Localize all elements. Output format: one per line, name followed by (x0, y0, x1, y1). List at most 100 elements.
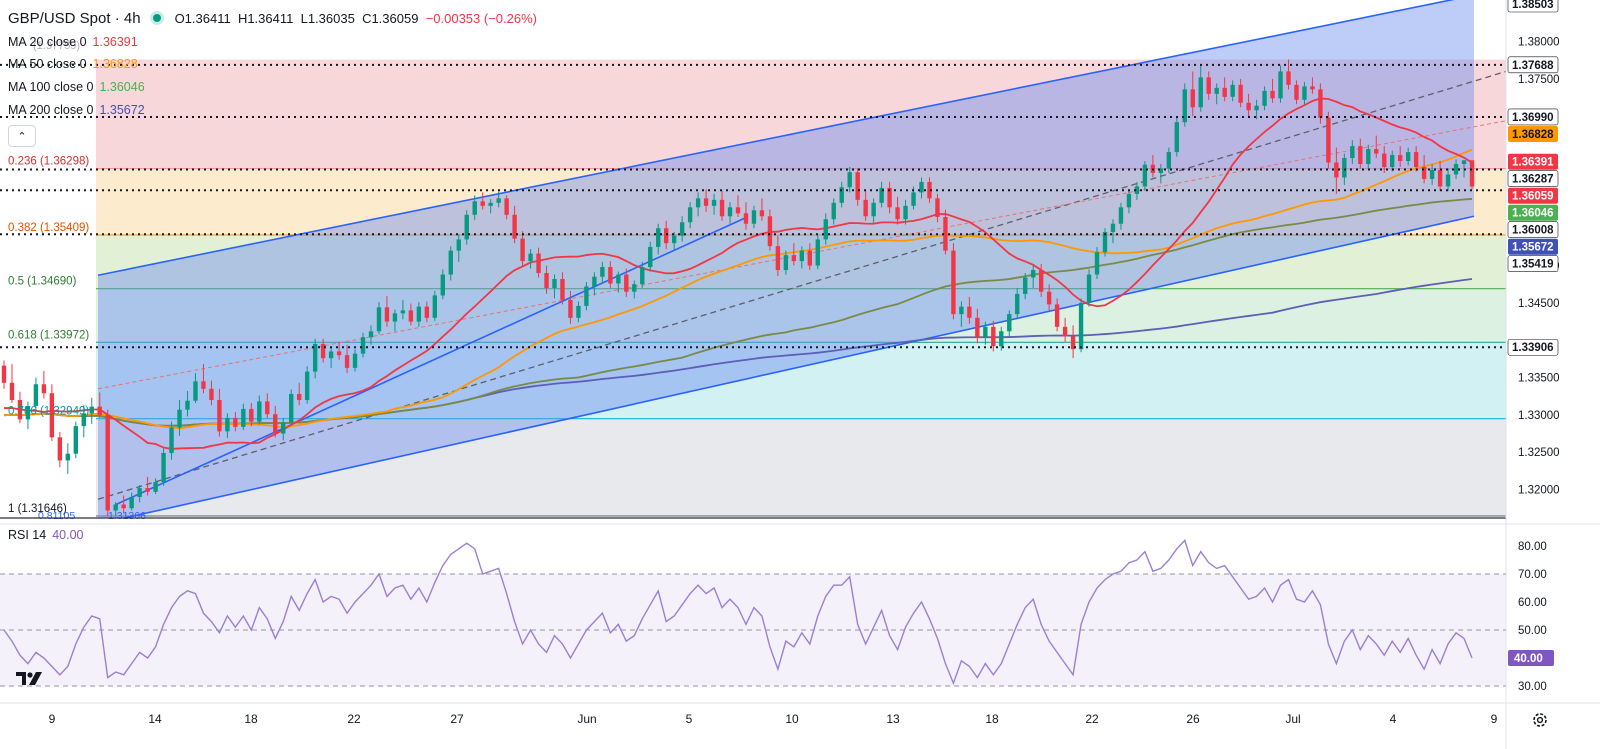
legend-ma200[interactable]: MA 200 close 0 1.35672 (8, 103, 145, 117)
badge-bg (1507, 338, 1559, 356)
fib-label: 0.5 (1.34690) (8, 276, 77, 288)
ma50-label: MA 50 close 0 (8, 57, 87, 71)
chevron-up-icon: ⌃ (17, 130, 27, 143)
price-label-badge: 1.36990 (1507, 108, 1559, 126)
candle-body (1437, 169, 1443, 187)
badge-bg (1507, 255, 1559, 272)
candle-body (360, 337, 366, 354)
candle-body (608, 267, 613, 284)
candle-body (1413, 152, 1419, 168)
ohlc-readout: O1.36411 H1.36411 L1.36035 C1.36059 −0.0… (175, 11, 543, 26)
candle-body (600, 267, 605, 277)
candle-body (775, 246, 781, 271)
candle-body (432, 295, 438, 318)
market-status-dot (152, 14, 161, 22)
candle-body (895, 207, 900, 220)
candle-body (1342, 158, 1347, 178)
candle-body (17, 399, 23, 420)
candle-body (1110, 223, 1116, 232)
candle-body (185, 400, 190, 410)
price-label-text: 1.33906 (1512, 342, 1554, 354)
candle-body (177, 409, 182, 428)
candle-body (289, 393, 294, 423)
legend-ma50[interactable]: MA 50 close 0 1.36828 (8, 57, 138, 71)
candle-body (496, 198, 501, 203)
legend-ma20[interactable]: MA 20 close 0 1.36391 (8, 35, 138, 49)
candle-body (1358, 146, 1363, 165)
legend-ma100[interactable]: MA 100 close 0 1.36046 (8, 80, 145, 94)
candle-body (209, 388, 214, 400)
badge-bg (1508, 238, 1558, 255)
ma100-label: MA 100 close 0 (8, 80, 94, 94)
candle-body (831, 202, 836, 220)
candle-body (568, 299, 573, 318)
candle-body (273, 414, 278, 434)
candle-body (671, 235, 677, 244)
candle-body (1214, 87, 1219, 94)
price-label-text: 1.36046 (1512, 208, 1554, 220)
candle-body (1334, 162, 1339, 178)
tradingview-logo-icon[interactable] (14, 668, 44, 688)
rsi-pane: 80.00 70.00 60.00 50.00 30.00 40.00 (0, 539, 1554, 693)
settings-gear-icon[interactable] (1531, 711, 1549, 729)
ma200-label: MA 200 close 0 (8, 103, 94, 117)
fib-label-hidden: 0.81105 (38, 510, 75, 522)
candle-body (193, 381, 198, 401)
candle-body (1070, 336, 1076, 350)
candle-body (49, 393, 55, 438)
candle-body (799, 250, 805, 262)
candle-body (695, 198, 701, 208)
rsi-legend[interactable]: RSI 14 40.00 (8, 528, 84, 542)
candle-body (464, 214, 469, 240)
price-tick-label: 1.37500 (1518, 74, 1560, 86)
price-label-badge: 1.36287 (1507, 170, 1559, 187)
symbol-title[interactable]: GBP/USD Spot · 4h (8, 9, 141, 27)
candle-body (823, 219, 828, 240)
candle-body (1461, 160, 1467, 165)
price-tick-label: 1.33000 (1518, 410, 1560, 422)
price-label-text: 1.36008 (1512, 225, 1554, 237)
ma50-value: 1.36828 (92, 57, 138, 71)
candle-body (1174, 122, 1179, 153)
candle-body (352, 353, 358, 368)
candle-body (456, 239, 461, 251)
candle-body (424, 306, 430, 318)
candle-body (304, 371, 310, 400)
rsi-tick-label: 50.00 (1518, 625, 1547, 637)
candle-body (384, 307, 390, 322)
close-label: C1.36059 (362, 10, 419, 26)
price-label-text: 1.36828 (1512, 129, 1554, 141)
candle-body (815, 239, 820, 266)
price-axis: 1.375001.350001.345001.335001.330001.325… (1505, 0, 1560, 749)
candle-body (41, 384, 47, 394)
price-label-text: 1.37688 (1512, 60, 1554, 72)
candle-body (1286, 71, 1291, 85)
candle-body (632, 284, 637, 292)
price-label-badge: 1.33906 (1507, 338, 1559, 356)
candle-body (1382, 153, 1387, 168)
candle-body (105, 414, 110, 511)
candle-body (1254, 105, 1259, 111)
collapse-legend-button[interactable]: ⌃ (8, 125, 36, 147)
candle-body (57, 437, 63, 461)
candle-body (719, 199, 725, 217)
candle-body (536, 253, 541, 274)
ma100-line (3, 198, 1473, 427)
candle-body (903, 205, 908, 220)
candle-body (743, 213, 749, 224)
candle-body (863, 199, 868, 217)
candle-body (975, 317, 980, 338)
candle-body (687, 207, 693, 223)
candle-body (153, 482, 158, 492)
time-tick-label: 14 (148, 712, 162, 726)
candle-body (967, 306, 972, 318)
candle-body (640, 267, 645, 285)
candle-body (121, 504, 126, 509)
symbol-header: GBP/USD Spot · 4h O1.36411 H1.36411 L1.3… (8, 6, 543, 30)
candle-body (392, 313, 398, 322)
candle-body (711, 199, 717, 206)
fib-label: 0.786 (1.32949) (8, 406, 89, 418)
badge-bg (1507, 221, 1559, 238)
time-tick-label: 22 (1085, 712, 1099, 726)
